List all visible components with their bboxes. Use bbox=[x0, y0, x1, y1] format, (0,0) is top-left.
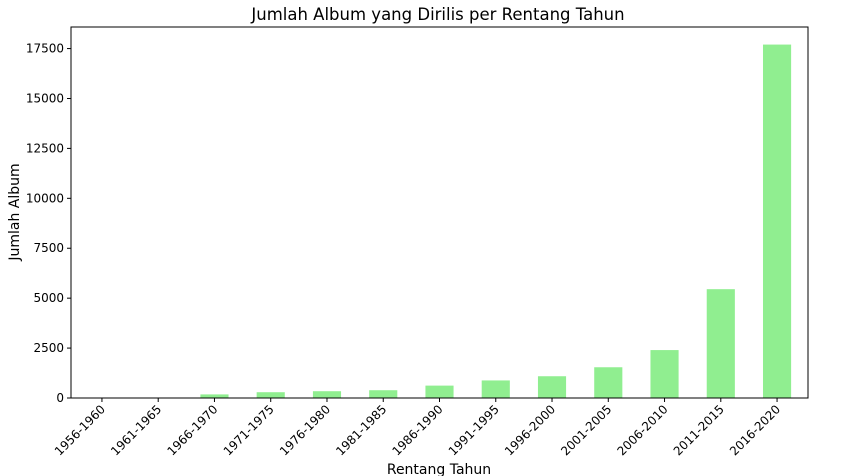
bar-1981-1985 bbox=[369, 390, 398, 398]
x-tick-label: 1956-1960 bbox=[52, 402, 108, 458]
y-tick-label: 7500 bbox=[33, 241, 64, 255]
bar-1991-1995 bbox=[481, 380, 510, 398]
y-tick-label: 17500 bbox=[26, 42, 64, 56]
plot-frame bbox=[70, 26, 809, 399]
bar-1966-1970 bbox=[200, 394, 229, 398]
y-tick-label: 15000 bbox=[26, 91, 64, 105]
x-axis-title: Rentang Tahun bbox=[387, 462, 491, 476]
bar-2006-2010 bbox=[650, 350, 679, 398]
bars-group bbox=[87, 44, 792, 398]
y-axis: 0 2500 5000 7500 10000 12500 15000 17500 bbox=[26, 42, 71, 405]
x-tick-label: 1981-1985 bbox=[333, 402, 389, 458]
x-tick-label: 2016-2020 bbox=[727, 402, 783, 458]
bar-2016-2020 bbox=[762, 44, 792, 398]
x-tick-label: 1986-1990 bbox=[389, 402, 445, 458]
x-tick-label: 1996-2000 bbox=[502, 402, 558, 458]
bar-1996-2000 bbox=[537, 376, 567, 398]
x-axis: 1956-1960 1961-1965 1966-1970 1971-1975 1976… bbox=[52, 398, 783, 458]
bar-1976-1980 bbox=[312, 391, 342, 398]
y-tick-label: 2500 bbox=[33, 341, 64, 355]
bar-2001-2005 bbox=[594, 367, 623, 398]
x-tick-label: 2006-2010 bbox=[614, 402, 670, 458]
x-tick-label: 1961-1965 bbox=[108, 402, 164, 458]
bar-2011-2015 bbox=[706, 289, 735, 398]
x-tick-label: 1976-1980 bbox=[277, 402, 333, 458]
chart-title: Jumlah Album yang Dirilis per Rentang Ta… bbox=[250, 5, 624, 24]
y-tick-label: 5000 bbox=[33, 291, 64, 305]
bar-1971-1975 bbox=[256, 392, 285, 398]
bar-1986-1990 bbox=[425, 385, 454, 398]
y-tick-label: 12500 bbox=[26, 141, 64, 155]
x-tick-label: 2011-2015 bbox=[671, 402, 727, 458]
x-tick-label: 1991-1995 bbox=[446, 402, 502, 458]
x-tick-label: 1971-1975 bbox=[221, 402, 277, 458]
y-tick-label: 10000 bbox=[26, 191, 64, 205]
x-tick-label: 2001-2005 bbox=[558, 402, 614, 458]
x-tick-label: 1966-1970 bbox=[164, 402, 220, 458]
y-axis-title: Jumlah Album bbox=[7, 163, 23, 261]
y-tick-label: 0 bbox=[56, 391, 64, 405]
